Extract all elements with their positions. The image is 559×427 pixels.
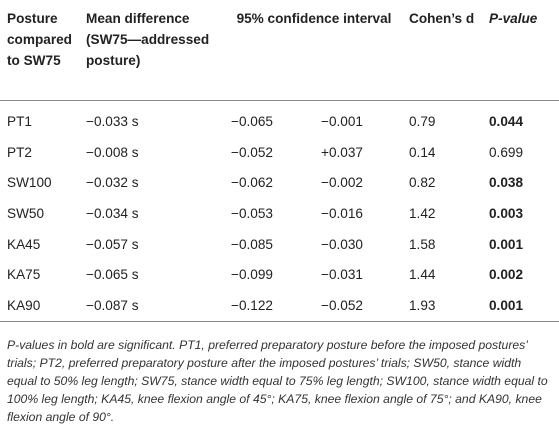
header-cohens-d: Cohen’s d xyxy=(409,11,475,26)
cell-ci-lower: −0.085 xyxy=(231,236,273,252)
cell-posture: SW50 xyxy=(7,206,45,222)
cell-p-value: 0.002 xyxy=(489,267,524,283)
cell-mean-difference: −0.065 s xyxy=(86,267,139,283)
header-posture: Posture compared to SW75 xyxy=(7,11,72,68)
cell-cohens-d: 1.93 xyxy=(409,297,436,313)
table-row: KA75 −0.065 s −0.099 −0.031 1.44 0.002 xyxy=(0,259,559,290)
header-mean-difference: Mean difference (SW75—addressed posture) xyxy=(86,11,210,68)
cell-p-value: 0.001 xyxy=(489,236,524,252)
cell-cohens-d: 0.82 xyxy=(409,175,436,191)
cell-posture: SW100 xyxy=(7,175,52,191)
cell-ci-lower: −0.053 xyxy=(231,206,273,222)
cell-p-value: 0.038 xyxy=(489,175,524,191)
cell-ci-lower: −0.062 xyxy=(231,175,273,191)
cell-cohens-d: 0.14 xyxy=(409,144,436,160)
table-row: PT2 −0.008 s −0.052 +0.037 0.14 0.699 xyxy=(0,137,559,168)
cell-posture: PT1 xyxy=(7,114,32,130)
header-p-value: P-value xyxy=(489,11,538,26)
cell-posture: KA45 xyxy=(7,236,41,252)
cell-cohens-d: 1.42 xyxy=(409,206,436,222)
table-row: KA45 −0.057 s −0.085 −0.030 1.58 0.001 xyxy=(0,229,559,260)
cell-p-value: 0.044 xyxy=(489,114,524,130)
cell-ci-lower: −0.052 xyxy=(231,144,273,160)
cell-ci-upper: −0.016 xyxy=(321,206,363,222)
cell-ci-lower: −0.065 xyxy=(231,114,273,130)
table-footnote: P-values in bold are significant. PT1, p… xyxy=(7,337,548,425)
cell-ci-upper: −0.001 xyxy=(321,114,363,130)
cell-mean-difference: −0.008 s xyxy=(86,144,139,160)
cell-ci-lower: −0.099 xyxy=(231,267,273,283)
cell-cohens-d: 1.44 xyxy=(409,267,436,283)
cell-ci-upper: +0.037 xyxy=(321,144,363,160)
cell-mean-difference: −0.087 s xyxy=(86,297,139,313)
results-table: Posture compared to SW75 Mean difference… xyxy=(0,0,559,322)
cell-mean-difference: −0.034 s xyxy=(86,206,139,222)
cell-cohens-d: 0.79 xyxy=(409,114,436,130)
cell-cohens-d: 1.58 xyxy=(409,236,436,252)
cell-mean-difference: −0.032 s xyxy=(86,175,139,191)
table-row: SW50 −0.034 s −0.053 −0.016 1.42 0.003 xyxy=(0,198,559,229)
cell-ci-upper: −0.002 xyxy=(321,175,363,191)
cell-p-value: 0.699 xyxy=(489,144,524,160)
header-row: Posture compared to SW75 Mean difference… xyxy=(0,0,559,100)
table-row: KA90 −0.087 s −0.122 −0.052 1.93 0.001 xyxy=(0,290,559,321)
cell-posture: KA75 xyxy=(7,267,41,283)
cell-ci-upper: −0.052 xyxy=(321,297,363,313)
cell-posture: PT2 xyxy=(7,144,32,160)
table-row: PT1 −0.033 s −0.065 −0.001 0.79 0.044 xyxy=(0,100,559,137)
cell-posture: KA90 xyxy=(7,297,41,313)
table-header: Posture compared to SW75 Mean difference… xyxy=(0,0,559,100)
table-row: SW100 −0.032 s −0.062 −0.002 0.82 0.038 xyxy=(0,168,559,199)
cell-mean-difference: −0.057 s xyxy=(86,236,139,252)
header-confidence-interval: 95% confidence interval xyxy=(236,11,392,26)
cell-ci-upper: −0.030 xyxy=(321,236,363,252)
table-body: PT1 −0.033 s −0.065 −0.001 0.79 0.044 PT2 −0.00… xyxy=(0,100,559,322)
cell-ci-upper: −0.031 xyxy=(321,267,363,283)
cell-p-value: 0.001 xyxy=(489,297,524,313)
cell-p-value: 0.003 xyxy=(489,206,524,222)
cell-mean-difference: −0.033 s xyxy=(86,114,139,130)
cell-ci-lower: −0.122 xyxy=(231,297,273,313)
